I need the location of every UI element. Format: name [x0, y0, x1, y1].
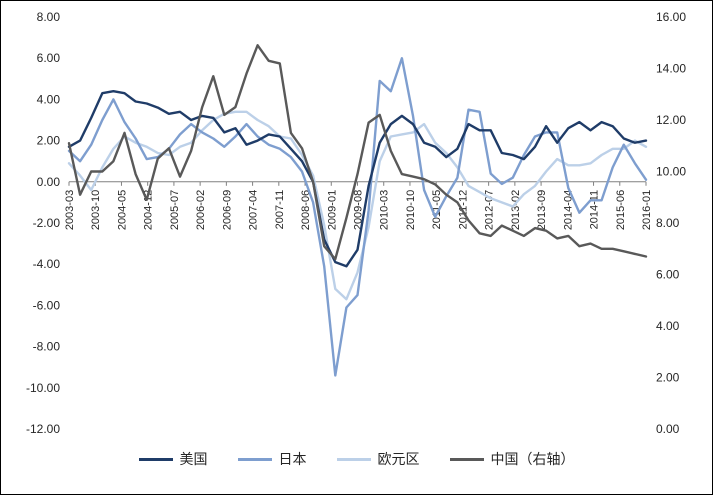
series-line-china	[67, 44, 648, 261]
x-axis-tick-label: 2006-09	[221, 190, 233, 230]
x-axis-tick-label: 2006-02	[195, 190, 207, 230]
left-axis-tick-label: -8.00	[33, 340, 61, 354]
legend-item-japan: 日本	[237, 449, 307, 469]
left-axis-tick-label: 4.00	[37, 92, 61, 106]
series-line-eurozone	[67, 110, 648, 301]
x-axis-tick-label: 2010-03	[379, 190, 391, 230]
left-axis-tick-label: -2.00	[33, 216, 61, 230]
legend-label-us: 美国	[179, 451, 208, 467]
legend-line-swatch-us	[138, 457, 173, 461]
right-axis-tick-label: 12.00	[656, 113, 686, 127]
x-axis-tick-label: 2013-09	[536, 190, 548, 230]
x-axis-tick-label: 2003-10	[90, 190, 102, 230]
x-axis-tick-label: 2014-04	[562, 190, 574, 230]
legend-line-swatch-china	[449, 457, 484, 461]
x-axis-tick-label: 2004-05	[116, 190, 128, 230]
legend-line-swatch-japan	[237, 457, 272, 461]
x-axis-tick-label: 2015-06	[615, 190, 627, 230]
legend-item-eurozone: 欧元区	[336, 449, 420, 469]
legend-item-china: 中国（右轴）	[449, 449, 575, 469]
x-axis-tick-label: 2003-03	[64, 190, 76, 230]
x-axis-tick-label: 2009-01	[326, 190, 338, 230]
line-chart: 8.00 6.00 4.00 2.00 0.00 -2.00 -4.00 -6.00 -8.00…	[1, 1, 712, 443]
left-axis-tick-label: -4.00	[33, 257, 61, 271]
x-axis-tick-label: 2011-12	[457, 190, 469, 230]
chart-svg: 8.00 6.00 4.00 2.00 0.00 -2.00 -4.00 -6.00 -8.00…	[26, 10, 686, 436]
x-axis-tick-label: 2011-05	[431, 190, 443, 230]
right-axis-tick-label: 4.00	[656, 319, 680, 333]
chart-legend: 美国 日本 欧元区 中国（右轴）	[1, 449, 712, 469]
right-axis-tick-label: 16.00	[656, 10, 686, 24]
x-axis-tick-label: 2007-11	[274, 190, 286, 230]
x-axis-tick-label: 2007-04	[248, 190, 260, 230]
left-axis-tick-label: 8.00	[37, 10, 61, 24]
right-axis-tick-label: 0.00	[656, 422, 680, 436]
left-axis-tick-label: -12.00	[26, 422, 60, 436]
left-axis-tick-label: 2.00	[37, 134, 61, 148]
right-axis-tick-label: 8.00	[656, 216, 680, 230]
left-axis-tick-label: 6.00	[37, 51, 61, 65]
legend-label-china: 中国（右轴）	[490, 451, 575, 467]
legend-line-swatch-eurozone	[336, 457, 371, 461]
x-axis-tick-label: 2013-02	[510, 190, 522, 230]
legend-item-us: 美国	[138, 449, 208, 469]
right-axis-tick-label: 2.00	[656, 371, 680, 385]
x-axis-tick-label: 2010-10	[405, 190, 417, 230]
x-axis-tick-label: 2014-11	[589, 190, 601, 230]
right-axis-tick-label: 6.00	[656, 268, 680, 282]
x-axis-tick-label: 2008-06	[300, 190, 312, 230]
x-axis-tick-label: 2005-07	[169, 190, 181, 230]
right-axis-tick-label: 14.00	[656, 62, 686, 76]
left-axis-tick-label: -6.00	[33, 298, 61, 312]
legend-label-eurozone: 欧元区	[377, 451, 420, 467]
left-axis-tick-label: 0.00	[37, 175, 61, 189]
series-line-us	[67, 89, 648, 268]
x-axis-tick-label: 2016-01	[641, 190, 653, 230]
legend-label-japan: 日本	[278, 451, 307, 467]
right-axis-tick-label: 10.00	[656, 165, 686, 179]
left-axis-tick-label: -10.00	[26, 381, 60, 395]
